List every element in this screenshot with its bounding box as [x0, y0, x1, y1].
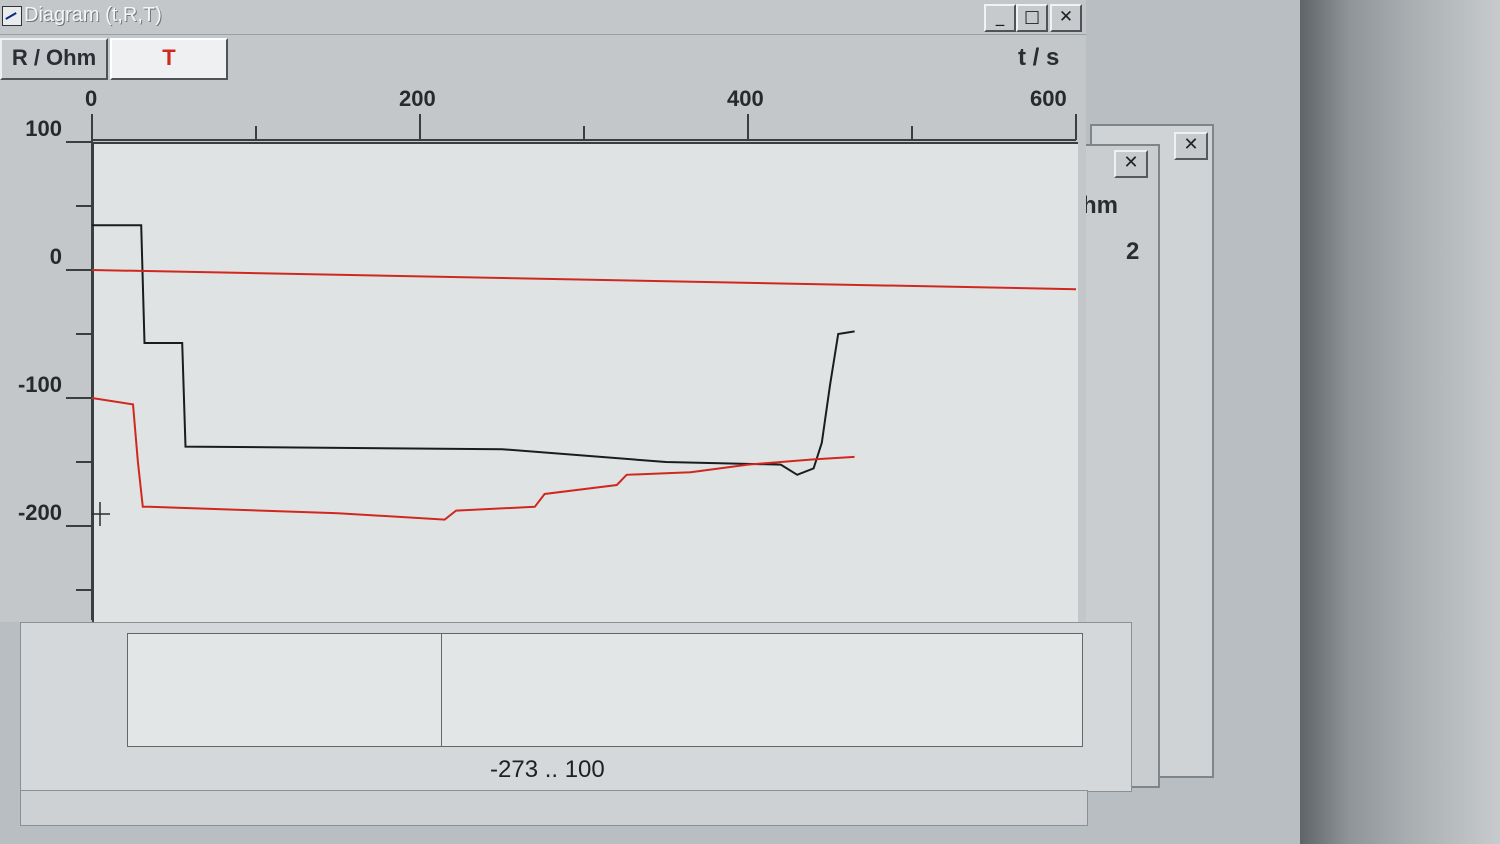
temperature-button[interactable]: T [110, 38, 228, 80]
x-axis-unit-label: t / s [1018, 44, 1060, 71]
resistance-axis-button[interactable]: R / Ohm [0, 38, 108, 80]
plot-area[interactable] [92, 142, 1078, 622]
monitor-bezel [1300, 0, 1500, 844]
minimize-button[interactable]: _ [984, 4, 1016, 32]
x-tick-label: 600 [1030, 86, 1067, 111]
x-tick-label: 200 [399, 86, 436, 111]
diagram-window[interactable]: Diagram (t,R,T) _ □ ✕ R / Ohm T t / s 0 2… [0, 0, 1086, 622]
lower-panel [20, 622, 1132, 792]
y-tick-label: -100 [17, 372, 62, 397]
y-tick-label: -200 [17, 500, 62, 525]
chart-svg [66, 114, 1077, 620]
x-tick-label: 400 [727, 86, 764, 111]
lower-inner-box-2 [441, 633, 1083, 747]
diagram-icon [2, 6, 22, 26]
maximize-button[interactable]: □ [1016, 4, 1048, 32]
close-button[interactable]: ✕ [1050, 4, 1082, 32]
range-text: -273 .. 100 [490, 756, 605, 783]
title-bar[interactable]: Diagram (t,R,T) _ □ ✕ [0, 0, 1086, 35]
close-icon[interactable]: ✕ [1114, 150, 1148, 178]
x-tick-label: 0 [85, 86, 98, 111]
series-line-0 [92, 224, 855, 476]
lower-inner-box [127, 633, 445, 747]
window-title: Diagram (t,R,T) [24, 4, 162, 26]
y-tick-label: 100 [25, 116, 62, 141]
y-tick-label: 0 [49, 244, 62, 269]
back-window-axis-label: hm [1082, 192, 1118, 219]
horizontal-scrollbar[interactable] [20, 790, 1088, 826]
close-icon[interactable]: ✕ [1174, 132, 1208, 160]
series-line-2 [91, 269, 1077, 291]
back-window-tick-label: 2 [1126, 238, 1140, 265]
series-line-1 [91, 397, 855, 521]
